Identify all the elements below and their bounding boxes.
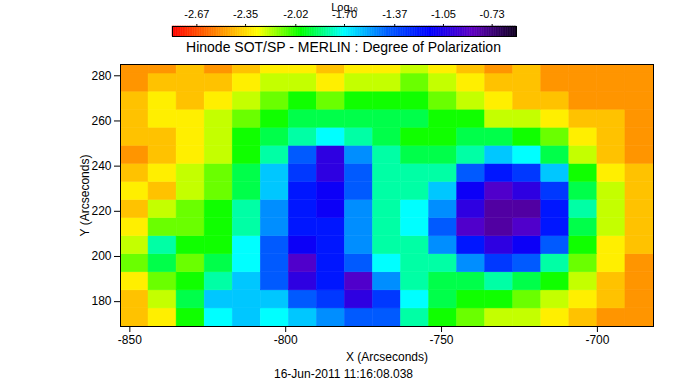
svg-text:Log₁₀: Log₁₀ [331, 1, 358, 13]
svg-text:-2.35: -2.35 [233, 8, 258, 20]
html-text:16-Jun-2011 11:16:08.038: 16-Jun-2011 11:16:08.038 [274, 367, 413, 381]
svg-text:220: 220 [91, 204, 111, 218]
svg-text:-800: -800 [274, 333, 298, 347]
svg-text:180: 180 [91, 294, 111, 308]
svg-text:-1.37: -1.37 [382, 8, 407, 20]
svg-text:-2.67: -2.67 [184, 8, 209, 20]
svg-text:200: 200 [91, 249, 111, 263]
svg-text:-0.73: -0.73 [480, 8, 505, 20]
svg-text:Y (Arcseconds): Y (Arcseconds) [78, 155, 92, 237]
svg-text:X (Arcseconds): X (Arcseconds) [346, 350, 428, 364]
svg-text:-750: -750 [430, 333, 454, 347]
svg-text:280: 280 [91, 69, 111, 83]
svg-text:-700: -700 [585, 333, 609, 347]
svg-text:-2.02: -2.02 [283, 8, 308, 20]
svg-text:-850: -850 [118, 333, 142, 347]
svg-text:240: 240 [91, 159, 111, 173]
svg-text:260: 260 [91, 114, 111, 128]
svg-text:-1.05: -1.05 [431, 8, 456, 20]
svg-text:-1.70: -1.70 [332, 7, 357, 20]
html-text:Hinode SOT/SP - MERLIN : Degre: Hinode SOT/SP - MERLIN : Degree of Polar… [186, 39, 501, 55]
